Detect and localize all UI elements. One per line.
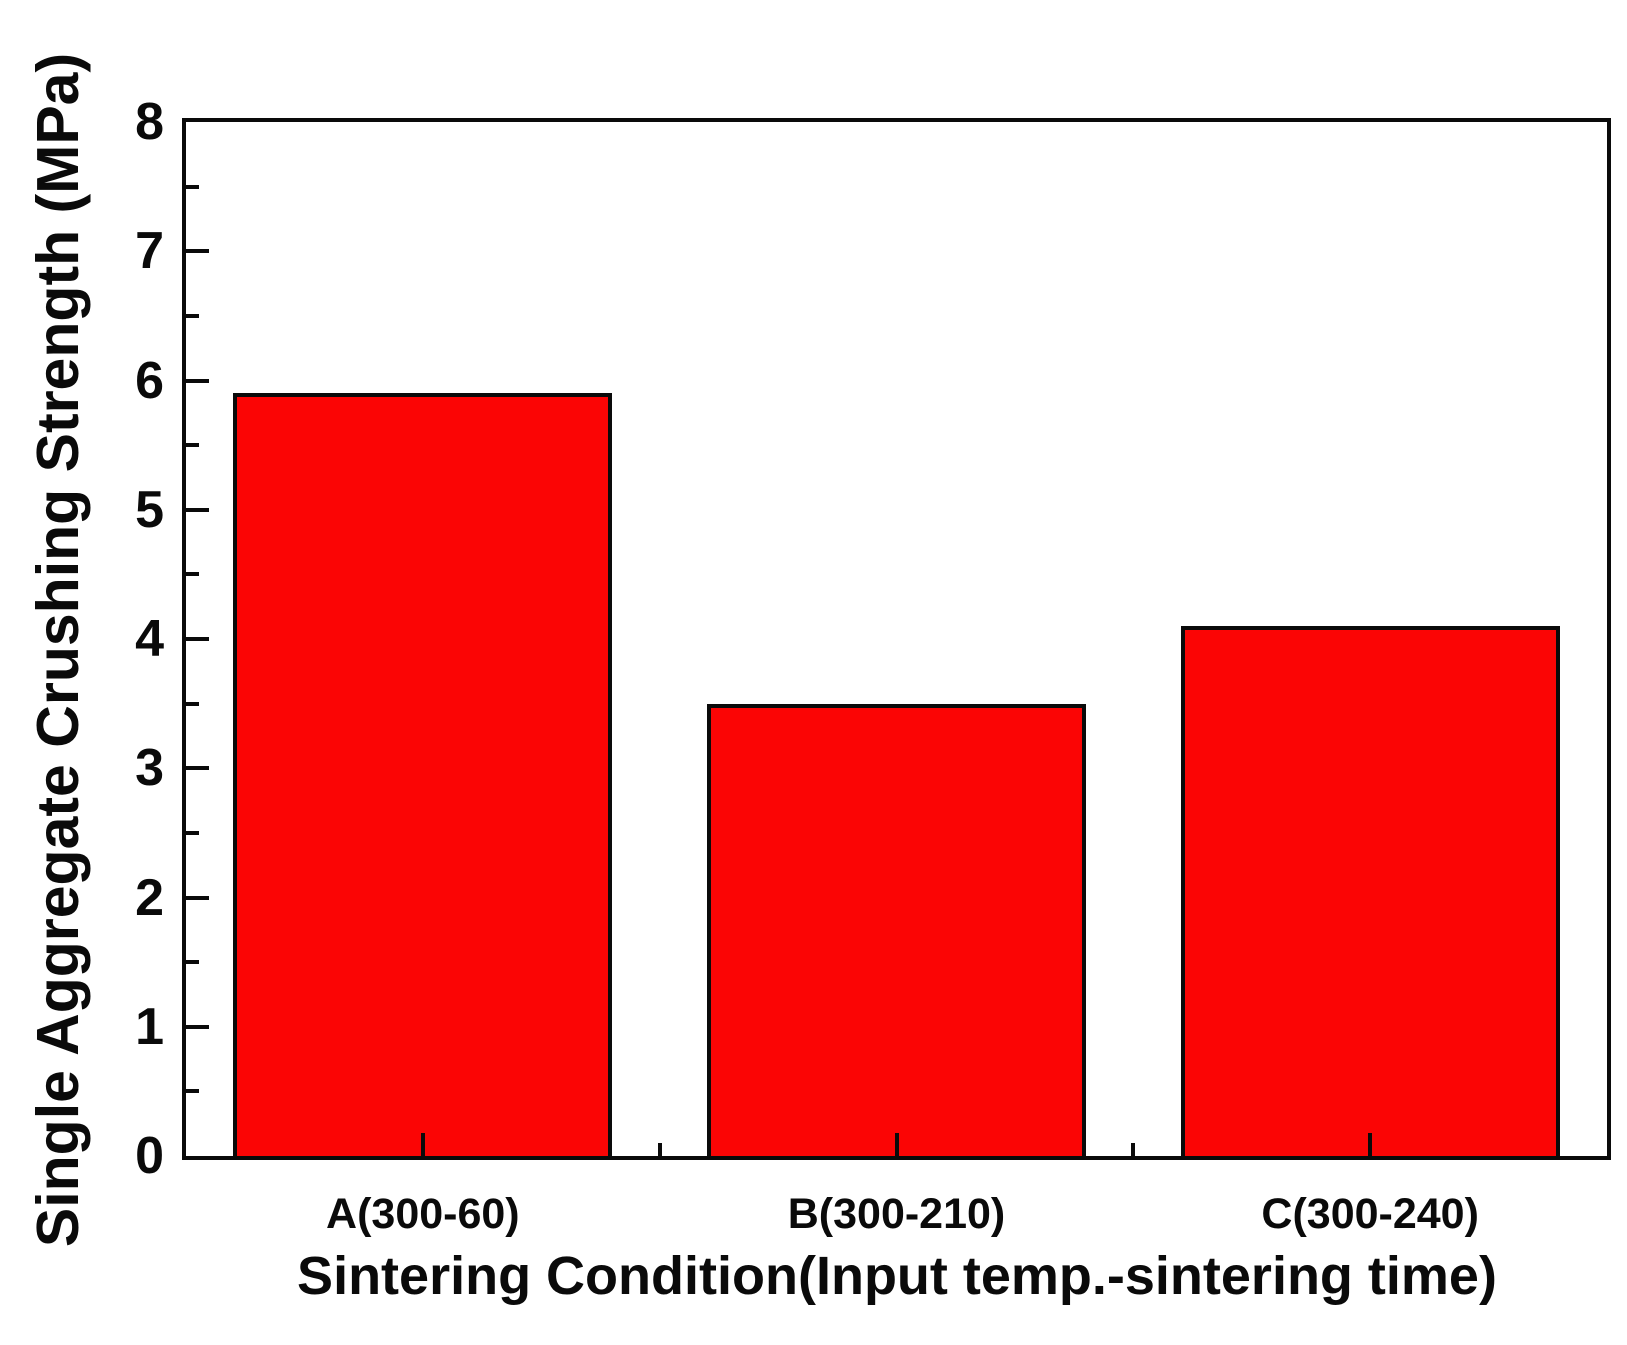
y-tick-label: 8	[135, 93, 164, 151]
y-major-tick	[186, 895, 209, 900]
x-tick-label: C(300-240)	[1261, 1190, 1479, 1238]
x-tick-label: A(300-60)	[326, 1190, 520, 1238]
x-minor-tick	[1131, 1143, 1136, 1156]
y-major-tick	[186, 637, 209, 641]
y-tick-label: 3	[135, 739, 164, 798]
y-major-tick	[186, 766, 209, 771]
bar	[233, 393, 613, 1156]
y-major-tick	[186, 507, 209, 512]
y-minor-tick	[186, 1089, 199, 1094]
y-tick-label: 0	[135, 1127, 164, 1185]
y-major-tick	[186, 378, 209, 383]
x-major-tick	[894, 1133, 899, 1156]
y-major-tick	[186, 249, 209, 254]
y-tick-label: 1	[135, 997, 164, 1056]
bar	[1180, 626, 1560, 1156]
x-major-tick	[420, 1133, 425, 1156]
y-tick-label: 7	[135, 222, 164, 281]
y-tick-label: 4	[135, 610, 164, 668]
y-minor-tick	[186, 701, 199, 706]
y-minor-tick	[186, 572, 199, 577]
x-tick-label: B(300-210)	[787, 1190, 1006, 1238]
y-minor-tick	[186, 184, 199, 189]
y-minor-tick	[186, 960, 199, 965]
x-major-tick	[1368, 1133, 1373, 1156]
y-major-tick	[186, 1024, 209, 1029]
x-minor-tick	[657, 1143, 662, 1156]
y-tick-label: 6	[135, 351, 164, 410]
x-axis-title: Sintering Condition(Input temp.-sinterin…	[297, 1246, 1497, 1306]
y-minor-tick	[186, 443, 199, 448]
y-tick-label: 2	[135, 868, 164, 927]
y-minor-tick	[186, 830, 199, 835]
bar	[707, 703, 1086, 1156]
y-minor-tick	[186, 313, 199, 318]
y-tick-label: 5	[135, 480, 164, 539]
plot-area: 0 1 2 3 4 5 6 7 8 A(300-60) B(300-210) C(300-240)	[135, 93, 1611, 1238]
